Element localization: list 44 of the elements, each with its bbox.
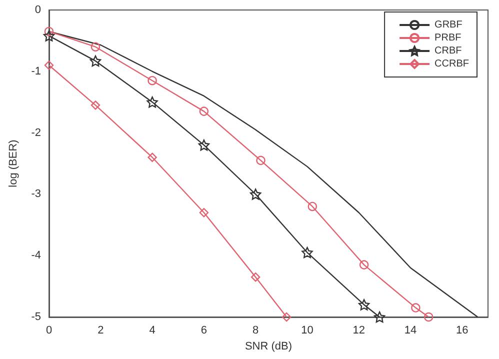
point <box>358 299 370 310</box>
x-axis-title: SNR (dB) <box>244 340 292 352</box>
x-tick-label: 12 <box>352 324 366 336</box>
point <box>424 312 434 322</box>
point <box>90 42 100 52</box>
point <box>90 100 100 110</box>
point <box>359 260 369 270</box>
legend-label: PRBF <box>434 32 462 44</box>
point <box>374 311 386 323</box>
x-tick-label: 14 <box>404 324 417 336</box>
point <box>250 272 260 282</box>
point <box>411 303 420 312</box>
point <box>148 152 157 162</box>
y-tick-label: -1 <box>31 65 41 78</box>
legend-label: GRBF <box>434 20 462 30</box>
x-tick-label: 16 <box>456 324 468 336</box>
point <box>146 96 158 108</box>
legend-label: CRBF <box>434 46 462 56</box>
x-tick-label: 10 <box>301 324 314 336</box>
point <box>199 106 209 116</box>
point <box>282 312 292 322</box>
point <box>199 208 209 218</box>
y-tick-label: -2 <box>31 126 41 139</box>
x-tick-label: 0 <box>46 324 52 336</box>
y-tick-label: -4 <box>31 250 41 262</box>
y-tick-label: -5 <box>31 311 41 323</box>
point <box>43 30 55 42</box>
x-tick-label: 8 <box>252 324 259 336</box>
point <box>148 76 157 86</box>
point <box>308 202 317 212</box>
point <box>250 188 262 200</box>
y-tick-label: -3 <box>31 188 41 200</box>
point <box>302 246 313 258</box>
point <box>44 60 54 70</box>
point <box>256 156 266 166</box>
x-tick-label: 6 <box>200 324 208 336</box>
point <box>44 26 54 36</box>
legend-label: CCRBF <box>434 58 470 70</box>
x-tick-label: 2 <box>98 324 104 336</box>
y-tick-label: 0 <box>34 4 41 16</box>
point <box>198 139 210 151</box>
x-tick-label: 4 <box>149 324 156 336</box>
point <box>90 55 102 67</box>
y-axis-title: log (BER) <box>8 140 20 188</box>
